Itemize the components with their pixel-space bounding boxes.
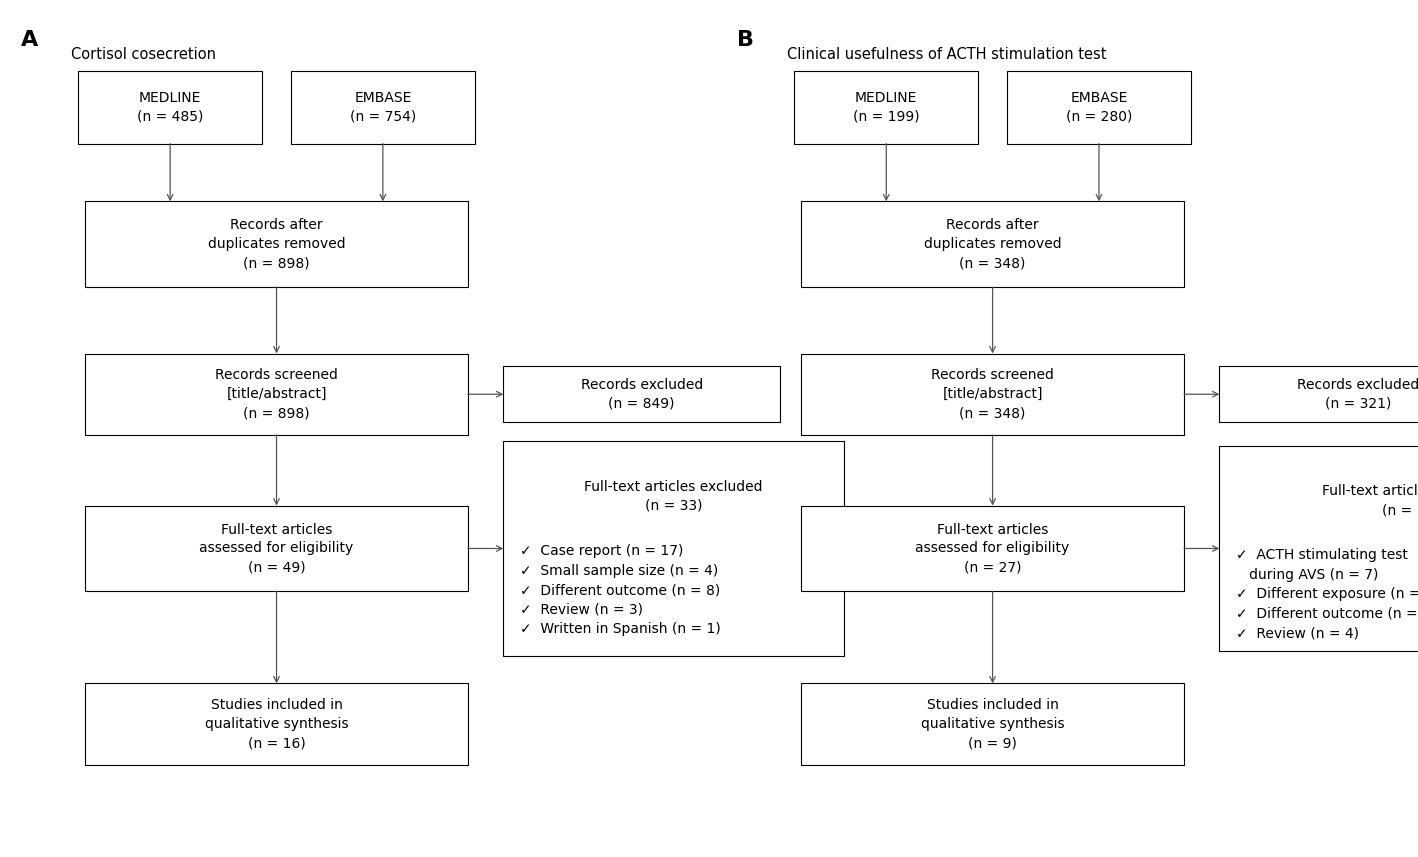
Text: Records excluded
(n = 321): Records excluded (n = 321) — [1296, 378, 1418, 411]
Text: Full-text articles
assessed for eligibility
(n = 49): Full-text articles assessed for eligibil… — [200, 523, 353, 574]
Text: Records excluded
(n = 849): Records excluded (n = 849) — [580, 378, 703, 411]
Text: Studies included in
qualitative synthesis
(n = 9): Studies included in qualitative synthesi… — [920, 698, 1065, 750]
Text: Full-text articles
assessed for eligibility
(n = 27): Full-text articles assessed for eligibil… — [916, 523, 1069, 574]
Text: Studies included in
qualitative synthesis
(n = 16): Studies included in qualitative synthesi… — [204, 698, 349, 750]
Text: Full-text articles excluded
(n = 33): Full-text articles excluded (n = 33) — [584, 480, 763, 512]
FancyBboxPatch shape — [1219, 446, 1418, 651]
FancyBboxPatch shape — [801, 354, 1184, 435]
Text: Records after
duplicates removed
(n = 898): Records after duplicates removed (n = 89… — [207, 219, 346, 270]
Text: A: A — [21, 30, 38, 50]
Text: EMBASE
(n = 280): EMBASE (n = 280) — [1066, 91, 1132, 123]
FancyBboxPatch shape — [78, 71, 262, 144]
FancyBboxPatch shape — [801, 506, 1184, 591]
Text: EMBASE
(n = 754): EMBASE (n = 754) — [350, 91, 415, 123]
FancyBboxPatch shape — [801, 201, 1184, 287]
Text: Records screened
[title/abstract]
(n = 348): Records screened [title/abstract] (n = 3… — [932, 369, 1054, 420]
FancyBboxPatch shape — [85, 201, 468, 287]
Text: Full-text articles excluded
(n = 18): Full-text articles excluded (n = 18) — [1322, 484, 1418, 517]
Text: B: B — [737, 30, 754, 50]
FancyBboxPatch shape — [1007, 71, 1191, 144]
Text: ✓  ACTH stimulating test
   during AVS (n = 7)
✓  Different exposure (n = 3)
✓  : ✓ ACTH stimulating test during AVS (n = … — [1236, 548, 1418, 640]
Text: Cortisol cosecretion: Cortisol cosecretion — [71, 47, 216, 63]
FancyBboxPatch shape — [85, 684, 468, 765]
Text: Records screened
[title/abstract]
(n = 898): Records screened [title/abstract] (n = 8… — [216, 369, 337, 420]
FancyBboxPatch shape — [801, 684, 1184, 765]
FancyBboxPatch shape — [291, 71, 475, 144]
Text: MEDLINE
(n = 485): MEDLINE (n = 485) — [138, 91, 203, 123]
FancyBboxPatch shape — [1219, 367, 1418, 422]
FancyBboxPatch shape — [503, 367, 780, 422]
FancyBboxPatch shape — [503, 441, 844, 656]
FancyBboxPatch shape — [85, 354, 468, 435]
Text: Clinical usefulness of ACTH stimulation test: Clinical usefulness of ACTH stimulation … — [787, 47, 1106, 63]
FancyBboxPatch shape — [85, 506, 468, 591]
Text: ✓  Case report (n = 17)
✓  Small sample size (n = 4)
✓  Different outcome (n = 8: ✓ Case report (n = 17) ✓ Small sample si… — [520, 544, 722, 636]
Text: Records after
duplicates removed
(n = 348): Records after duplicates removed (n = 34… — [923, 219, 1062, 270]
FancyBboxPatch shape — [794, 71, 978, 144]
Text: MEDLINE
(n = 199): MEDLINE (n = 199) — [854, 91, 919, 123]
